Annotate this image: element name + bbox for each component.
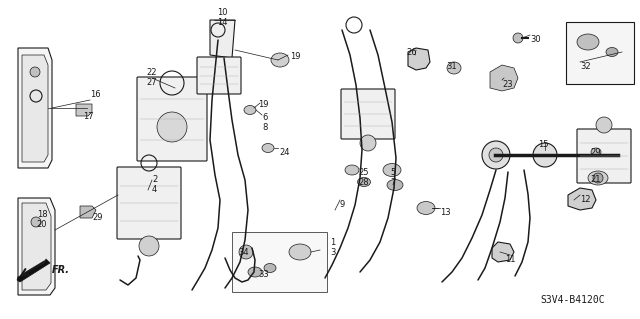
Text: 12: 12 xyxy=(580,195,591,204)
Ellipse shape xyxy=(345,165,359,175)
Text: 23: 23 xyxy=(502,80,513,89)
Circle shape xyxy=(593,173,603,183)
Text: 32: 32 xyxy=(580,62,591,71)
Text: 25: 25 xyxy=(358,168,369,177)
Text: 21: 21 xyxy=(590,175,600,184)
Text: 33: 33 xyxy=(258,270,269,279)
Polygon shape xyxy=(17,259,50,282)
Polygon shape xyxy=(492,242,514,262)
Text: 7: 7 xyxy=(390,178,396,187)
FancyBboxPatch shape xyxy=(117,167,181,239)
Polygon shape xyxy=(18,198,55,295)
Text: 13: 13 xyxy=(440,208,451,217)
Text: S3V4-B4120C: S3V4-B4120C xyxy=(540,295,605,305)
Ellipse shape xyxy=(264,263,276,272)
Text: 22: 22 xyxy=(147,68,157,77)
Text: 24: 24 xyxy=(279,148,289,157)
Polygon shape xyxy=(80,206,96,218)
Polygon shape xyxy=(76,104,92,116)
Ellipse shape xyxy=(588,171,608,185)
Circle shape xyxy=(31,217,41,227)
Text: 11: 11 xyxy=(505,255,515,264)
Text: FR.: FR. xyxy=(52,265,70,275)
Bar xyxy=(232,232,327,292)
Polygon shape xyxy=(22,55,48,162)
Text: 6: 6 xyxy=(262,113,268,122)
Circle shape xyxy=(360,135,376,151)
Ellipse shape xyxy=(244,106,256,115)
Polygon shape xyxy=(210,20,235,58)
Text: 3: 3 xyxy=(330,248,335,257)
Text: 20: 20 xyxy=(36,220,47,229)
Ellipse shape xyxy=(383,164,401,176)
Text: 2: 2 xyxy=(152,175,157,184)
Text: 17: 17 xyxy=(83,112,93,121)
Circle shape xyxy=(139,236,159,256)
Text: 19: 19 xyxy=(290,52,301,61)
Ellipse shape xyxy=(577,34,599,50)
Ellipse shape xyxy=(417,202,435,214)
Ellipse shape xyxy=(271,53,289,67)
Text: 28: 28 xyxy=(358,178,369,187)
Text: 26: 26 xyxy=(406,48,417,57)
FancyBboxPatch shape xyxy=(197,57,241,94)
Ellipse shape xyxy=(447,62,461,74)
FancyBboxPatch shape xyxy=(577,129,631,183)
Text: 34: 34 xyxy=(238,248,248,257)
Circle shape xyxy=(489,148,503,162)
Text: 9: 9 xyxy=(340,200,345,209)
Circle shape xyxy=(533,143,557,167)
Circle shape xyxy=(30,67,40,77)
Text: 29: 29 xyxy=(590,148,600,157)
Text: 4: 4 xyxy=(152,185,157,194)
Ellipse shape xyxy=(387,180,403,190)
Text: 27: 27 xyxy=(147,78,157,87)
Ellipse shape xyxy=(591,148,601,156)
Text: 15: 15 xyxy=(538,140,548,149)
Bar xyxy=(566,22,634,84)
Text: 14: 14 xyxy=(217,18,227,27)
Ellipse shape xyxy=(289,244,311,260)
Text: 19: 19 xyxy=(258,100,269,109)
Polygon shape xyxy=(22,203,51,290)
Ellipse shape xyxy=(606,48,618,56)
Circle shape xyxy=(513,33,523,43)
Circle shape xyxy=(157,112,187,142)
Text: 10: 10 xyxy=(217,8,227,17)
Circle shape xyxy=(239,245,253,259)
Ellipse shape xyxy=(248,267,262,277)
Polygon shape xyxy=(568,188,596,210)
Ellipse shape xyxy=(358,177,371,187)
Polygon shape xyxy=(490,65,518,91)
Text: 5: 5 xyxy=(390,168,396,177)
Circle shape xyxy=(596,117,612,133)
Text: 16: 16 xyxy=(90,90,100,99)
Polygon shape xyxy=(408,48,430,70)
Ellipse shape xyxy=(262,144,274,152)
Text: 8: 8 xyxy=(262,123,268,132)
Text: 18: 18 xyxy=(36,210,47,219)
Circle shape xyxy=(482,141,510,169)
Text: 30: 30 xyxy=(530,35,541,44)
Text: 29: 29 xyxy=(92,213,102,222)
FancyBboxPatch shape xyxy=(341,89,395,139)
FancyBboxPatch shape xyxy=(137,77,207,161)
Polygon shape xyxy=(18,48,52,168)
Text: 31: 31 xyxy=(447,62,458,71)
Text: 1: 1 xyxy=(330,238,335,247)
